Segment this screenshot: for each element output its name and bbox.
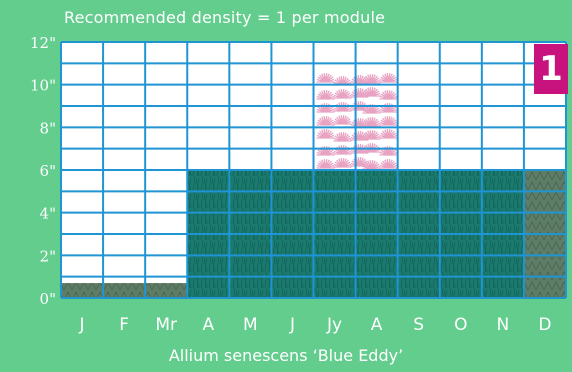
- flower-burst: [379, 146, 398, 156]
- x-tick-label: J: [79, 315, 85, 335]
- module-count-badge: 1: [534, 44, 568, 94]
- foliage-bar-mr-2: [145, 283, 188, 298]
- flower-burst: [316, 159, 335, 169]
- flower-burst: [316, 116, 335, 126]
- flower-burst: [333, 132, 352, 142]
- flower-burst: [316, 73, 335, 83]
- x-tick-label: D: [538, 315, 551, 335]
- y-tick-label: 4": [40, 205, 56, 223]
- flower-burst: [362, 130, 381, 140]
- flower-burst: [333, 115, 352, 125]
- foliage-bar-j-0: [61, 283, 104, 298]
- x-tick-label: O: [454, 315, 467, 335]
- flower-burst: [316, 129, 335, 139]
- flower-burst: [379, 73, 398, 83]
- x-tick-label: A: [202, 315, 214, 335]
- y-tick-label: 12": [30, 34, 56, 52]
- flower-burst: [362, 74, 381, 84]
- flower-burst: [362, 87, 381, 97]
- flower-burst: [379, 129, 398, 139]
- flower-burst: [316, 103, 335, 113]
- species-name: Allium senescens ‘Blue Eddy’: [168, 346, 404, 365]
- x-tick-label: J: [289, 315, 295, 335]
- x-tick-label: A: [371, 315, 383, 335]
- flower-burst: [316, 90, 335, 100]
- y-tick-label: 10": [30, 77, 56, 95]
- x-tick-label: M: [243, 315, 258, 335]
- flower-burst: [333, 158, 352, 168]
- flower-burst: [316, 146, 335, 156]
- x-tick-label: Mr: [155, 315, 177, 335]
- x-tick-label: F: [119, 315, 129, 335]
- x-tick-label: Jy: [326, 315, 342, 335]
- grid: [60, 41, 567, 299]
- y-tick-label: 6": [40, 162, 56, 180]
- flower-burst: [362, 104, 381, 114]
- flower-burst: [333, 89, 352, 99]
- y-tick-label: 0": [40, 290, 56, 308]
- x-tick-label: N: [497, 315, 510, 335]
- flower-burst: [379, 90, 398, 100]
- flower-burst: [379, 159, 398, 169]
- flower-burst: [379, 116, 398, 126]
- foliage-bar-f-1: [103, 283, 146, 298]
- flower-burst: [362, 117, 381, 127]
- y-tick-label: 2": [40, 247, 56, 265]
- density-text: Recommended density = 1 per module: [64, 8, 386, 27]
- x-tick-label: S: [413, 315, 424, 335]
- y-tick-label: 8": [40, 119, 56, 137]
- flower-burst: [379, 103, 398, 113]
